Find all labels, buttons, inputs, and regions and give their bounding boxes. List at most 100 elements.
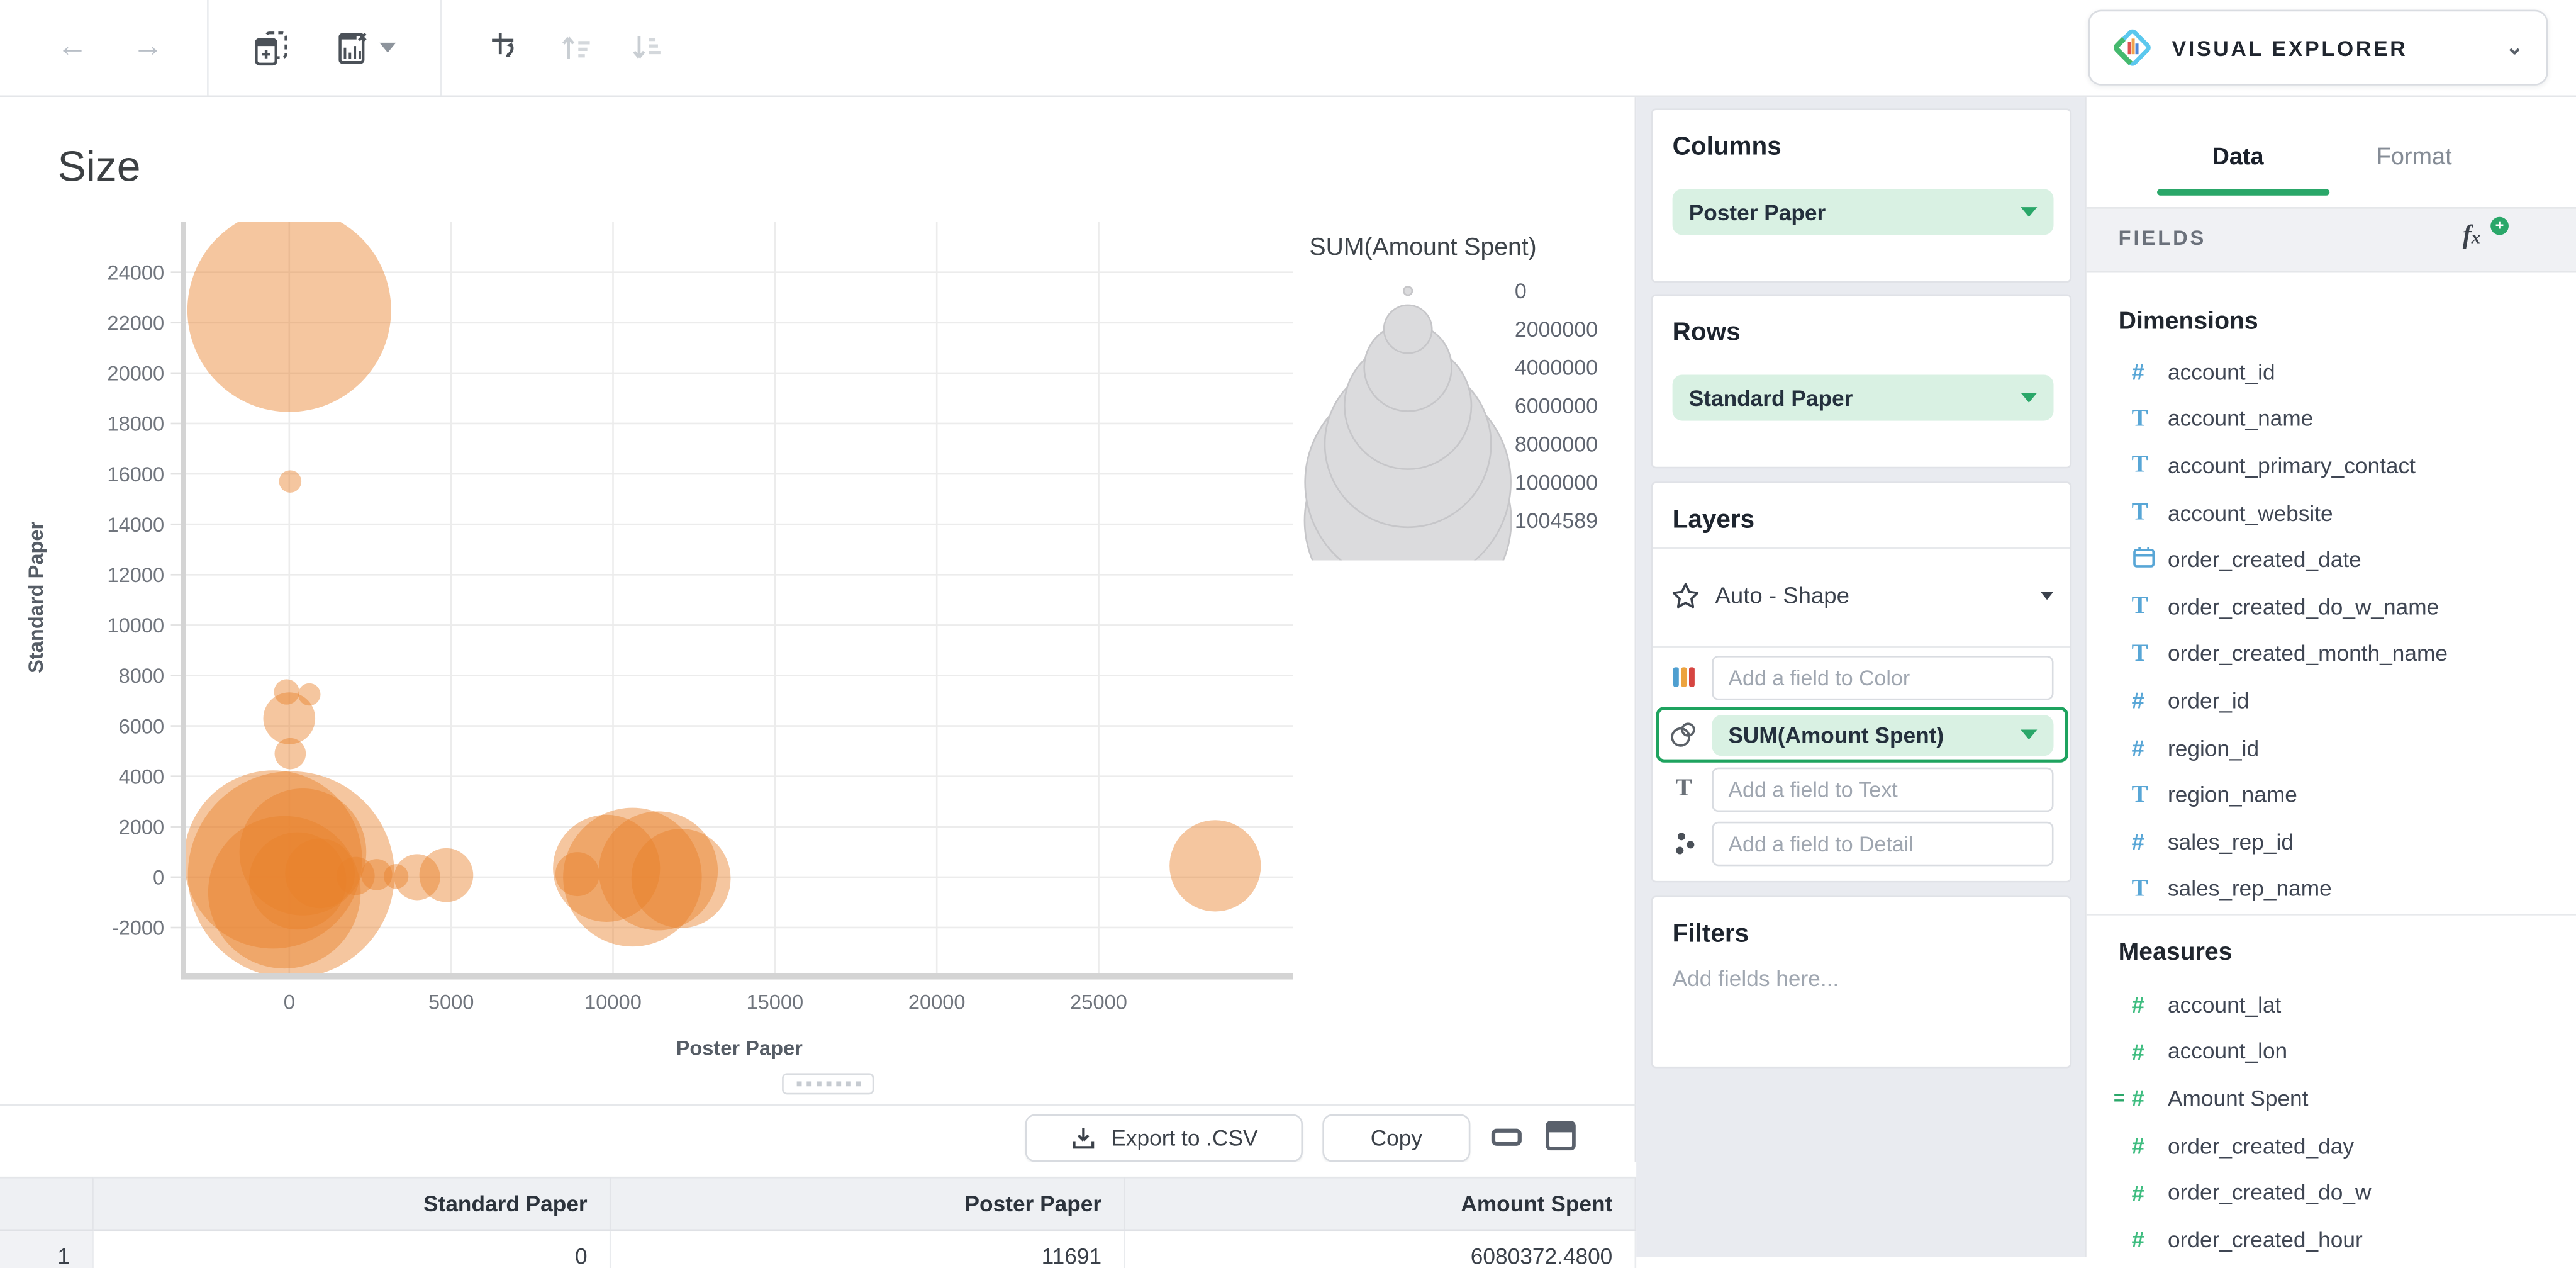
sort-descending-icon[interactable] (623, 23, 672, 72)
bubble-mark[interactable] (555, 852, 599, 897)
text-field-icon: T (2131, 405, 2148, 432)
forward-arrow-icon[interactable]: → (132, 30, 164, 64)
column-header[interactable]: Amount Spent (1124, 1175, 1636, 1230)
tab-data[interactable]: Data (2212, 144, 2264, 171)
bubble-mark[interactable] (360, 859, 393, 890)
size-field-pill[interactable]: SUM(Amount Spent) (1712, 714, 2054, 756)
add-chart-icon[interactable] (247, 23, 296, 72)
field-item[interactable]: # region_id (2085, 724, 2576, 771)
bubble-chart[interactable]: 2400022000200001800016000140001200010000… (0, 97, 1635, 1104)
star-icon (1672, 583, 1699, 609)
bubble-mark[interactable] (263, 692, 316, 744)
bubble-mark[interactable] (384, 864, 409, 889)
svg-text:22000: 22000 (107, 311, 164, 335)
expand-results-icon[interactable] (1542, 1120, 1578, 1159)
field-item[interactable]: # order_created_do_w (2085, 1169, 2576, 1216)
bubble-mark[interactable] (274, 679, 299, 705)
field-item[interactable]: # account_lat (2085, 981, 2576, 1028)
columns-field-pill[interactable]: Poster Paper (1672, 189, 2054, 235)
app-switcher-button[interactable]: VISUAL EXPLORER ⌄ (2088, 9, 2548, 86)
number-field-icon: # (2131, 1038, 2144, 1065)
field-item[interactable]: # account_id (2085, 349, 2576, 396)
rows-title: Rows (1672, 318, 1741, 347)
field-item[interactable]: # account_lon (2085, 1028, 2576, 1075)
bubble-mark[interactable] (1169, 820, 1261, 912)
table-row[interactable]: 1 0 11691 6080372.4800 (0, 1230, 1636, 1268)
filters-shelf[interactable]: Filters Add fields here... (1651, 895, 2072, 1069)
layers-title: Layers (1672, 506, 1755, 534)
number-field-icon: # (2131, 1132, 2144, 1159)
field-name: order_id (2168, 688, 2250, 714)
export-csv-button[interactable]: Export to .CSV (1025, 1114, 1303, 1162)
svg-text:5000: 5000 (428, 990, 474, 1014)
date-field-icon (2132, 546, 2168, 574)
bubble-mark[interactable] (187, 208, 391, 412)
chevron-down-icon (2040, 592, 2054, 600)
collapse-results-icon[interactable] (1488, 1121, 1524, 1159)
bubble-mark[interactable] (274, 738, 306, 770)
legend-size-label: 8000000 (1515, 432, 1598, 456)
row-number-header[interactable] (0, 1175, 93, 1230)
bubble-mark[interactable] (248, 832, 347, 930)
bubble-mark[interactable] (599, 811, 718, 931)
field-name: account_name (2168, 407, 2314, 432)
field-name: region_name (2168, 782, 2297, 807)
bubble-mark[interactable] (239, 788, 367, 916)
dimensions-section-title: Dimensions (2118, 307, 2258, 335)
panel-resize-handle[interactable] (782, 1073, 874, 1095)
bubble-mark[interactable] (563, 807, 702, 947)
bubble-mark[interactable] (631, 829, 731, 928)
color-field-input[interactable] (1712, 656, 2054, 700)
field-item[interactable]: # sales_rep_id (2085, 818, 2576, 865)
field-name: order_created_day (2168, 1133, 2354, 1159)
svg-text:8000: 8000 (119, 664, 165, 687)
bubble-mark[interactable] (337, 856, 375, 895)
bubble-mark[interactable] (394, 854, 440, 901)
back-arrow-icon[interactable]: ← (57, 30, 88, 64)
svg-text:14000: 14000 (107, 513, 164, 536)
chevron-down-icon (2021, 207, 2038, 217)
text-field-icon: T (2131, 875, 2148, 902)
text-field-input[interactable] (1712, 767, 2054, 812)
number-field-icon: # (2131, 991, 2144, 1018)
field-item[interactable]: order_created_date (2085, 536, 2576, 583)
bubble-mark[interactable] (419, 848, 474, 902)
sort-ascending-icon[interactable] (552, 23, 601, 72)
toolbar-separator (207, 0, 209, 96)
copy-button[interactable]: Copy (1322, 1114, 1471, 1162)
field-item[interactable]: # order_created_hour (2085, 1216, 2576, 1264)
field-item[interactable]: # order_created_day (2085, 1122, 2576, 1169)
rows-field-pill[interactable]: Standard Paper (1672, 374, 2054, 421)
text-field-icon: T (2131, 452, 2148, 480)
text-field-icon: T (2131, 500, 2148, 526)
bubble-mark[interactable] (553, 814, 661, 923)
field-item[interactable]: = # Amount Spent (2085, 1075, 2576, 1122)
columns-field-label: Poster Paper (1688, 199, 1826, 225)
column-header[interactable]: Standard Paper (92, 1175, 611, 1230)
add-calculated-field-button[interactable]: fx + (2463, 216, 2509, 258)
bubble-mark[interactable] (187, 771, 395, 978)
clear-chart-icon[interactable] (328, 23, 377, 72)
swap-axes-icon[interactable] (481, 23, 530, 72)
rows-shelf: Rows Standard Paper (1651, 294, 2072, 469)
bubble-mark[interactable] (298, 683, 321, 706)
clear-chart-caret-icon[interactable] (374, 23, 401, 72)
detail-field-input[interactable] (1712, 821, 2054, 867)
bubble-mark[interactable] (279, 470, 302, 493)
bubble-mark[interactable] (208, 816, 361, 969)
mark-type-row[interactable]: Auto - Shape (1653, 547, 2070, 646)
bubble-mark[interactable] (184, 770, 362, 949)
filters-placeholder: Add fields here... (1672, 966, 1839, 991)
bubble-mark[interactable] (285, 838, 355, 909)
field-item[interactable]: # order_id (2085, 677, 2576, 724)
tab-format[interactable]: Format (2376, 144, 2452, 171)
column-header[interactable]: Poster Paper (610, 1175, 1125, 1230)
measures-section-title: Measures (2118, 938, 2233, 967)
